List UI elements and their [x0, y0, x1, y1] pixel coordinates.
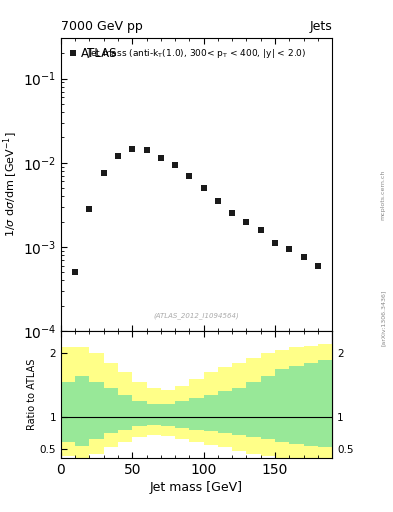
- ATLAS: [116, 153, 120, 159]
- ATLAS: [258, 227, 263, 233]
- Text: 7000 GeV pp: 7000 GeV pp: [61, 20, 143, 33]
- ATLAS: [201, 185, 206, 191]
- ATLAS: [130, 146, 135, 152]
- Text: (ATLAS_2012_I1094564): (ATLAS_2012_I1094564): [154, 312, 239, 319]
- Y-axis label: Ratio to ATLAS: Ratio to ATLAS: [27, 359, 37, 430]
- ATLAS: [187, 173, 192, 179]
- ATLAS: [316, 263, 320, 269]
- ATLAS: [87, 206, 92, 212]
- Text: Jet mass (anti-k$_\mathrm{T}$(1.0), 300< p$_\mathrm{T}$ < 400, |y| < 2.0): Jet mass (anti-k$_\mathrm{T}$(1.0), 300<…: [87, 47, 306, 60]
- ATLAS: [101, 170, 106, 176]
- ATLAS: [144, 147, 149, 154]
- Y-axis label: 1/$\sigma$ d$\sigma$/dm [GeV$^{-1}$]: 1/$\sigma$ d$\sigma$/dm [GeV$^{-1}$]: [1, 132, 20, 238]
- X-axis label: Jet mass [GeV]: Jet mass [GeV]: [150, 481, 243, 494]
- ATLAS: [287, 246, 292, 252]
- ATLAS: [215, 198, 220, 204]
- ATLAS: [244, 219, 249, 225]
- Line: ATLAS: ATLAS: [72, 146, 321, 275]
- Text: Jets: Jets: [309, 20, 332, 33]
- ATLAS: [73, 269, 77, 275]
- ATLAS: [158, 155, 163, 161]
- Text: mcplots.cern.ch: mcplots.cern.ch: [381, 169, 386, 220]
- ATLAS: [301, 254, 306, 261]
- ATLAS: [230, 210, 235, 217]
- ATLAS: [173, 161, 178, 167]
- Text: [arXiv:1306.3436]: [arXiv:1306.3436]: [381, 289, 386, 346]
- Legend: ATLAS: ATLAS: [67, 45, 120, 62]
- ATLAS: [273, 240, 277, 246]
